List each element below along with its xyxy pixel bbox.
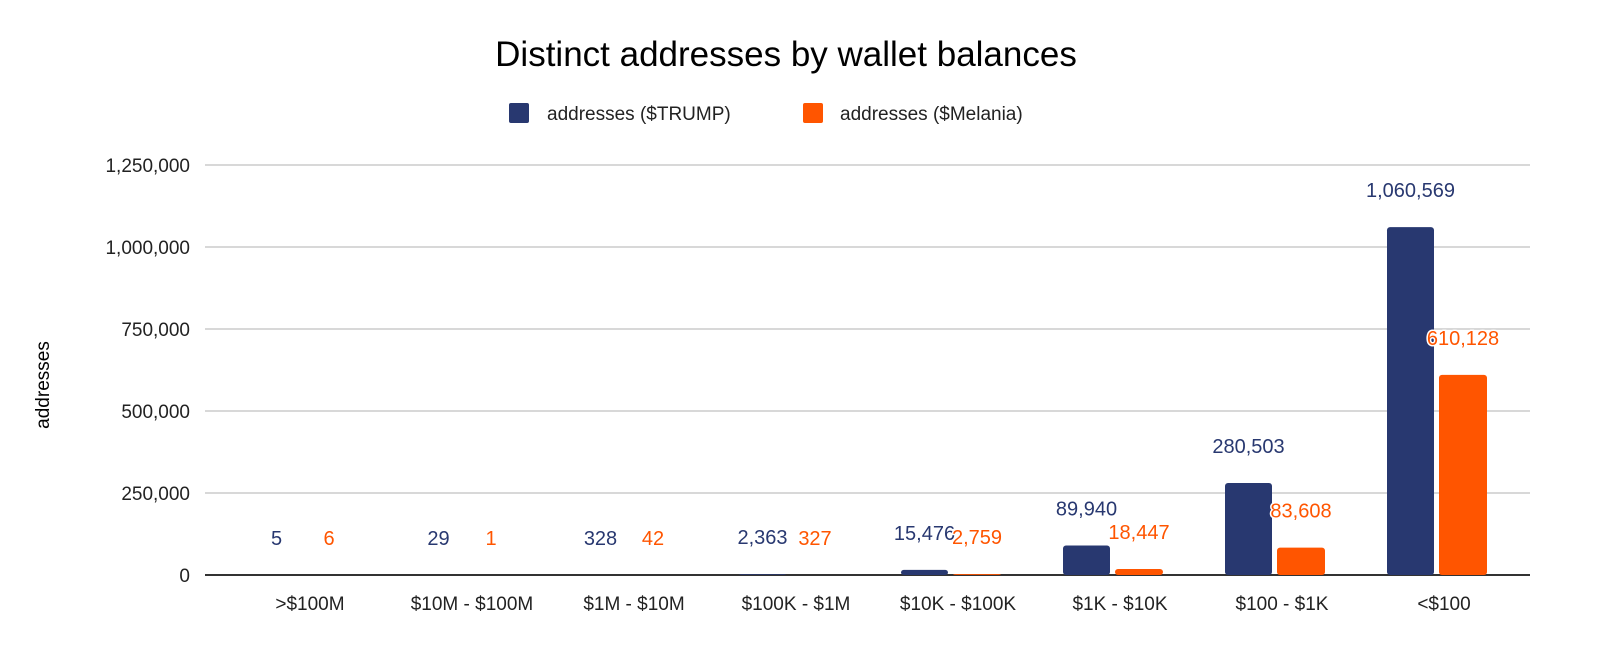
y-axis-label: addresses — [33, 341, 54, 429]
y-tick-label: 1,000,000 — [105, 238, 190, 259]
data-label-trump: 29 — [427, 528, 449, 550]
y-tick-label: 1,250,000 — [105, 156, 190, 177]
data-label-trump: 15,476 — [894, 523, 955, 545]
x-tick-label: >$100M — [275, 594, 344, 615]
data-label-trump: 5 — [271, 528, 282, 550]
y-tick-label: 250,000 — [121, 484, 190, 505]
legend-swatch-melania — [803, 103, 823, 123]
bar-trump — [1387, 227, 1434, 575]
bar-trump — [901, 569, 948, 575]
bar-melania — [1115, 568, 1163, 575]
x-tick-label: <$100 — [1417, 594, 1470, 615]
data-label-melania: 18,447 — [1108, 522, 1169, 544]
data-label-melania: 2,759 — [952, 527, 1002, 549]
data-label-melania: 42 — [642, 528, 664, 550]
y-tick-label: 0 — [179, 566, 190, 587]
legend-swatch-trump — [509, 103, 529, 123]
bar-trump — [1063, 545, 1110, 575]
data-label-trump: 89,940 — [1056, 498, 1117, 520]
x-tick-label: $100K - $1M — [742, 594, 851, 615]
x-tick-label: $1K - $10K — [1072, 594, 1167, 615]
bar-trump — [739, 574, 786, 575]
y-tick-label: 500,000 — [121, 402, 190, 423]
y-tick-label: 750,000 — [121, 320, 190, 341]
bar-trump — [1225, 482, 1272, 575]
data-label-trump: 328 — [584, 528, 617, 550]
data-label-melania: 83,608 — [1270, 501, 1331, 523]
data-label-trump: 1,060,569 — [1366, 180, 1455, 202]
data-label-melania: 327 — [798, 528, 831, 550]
data-label-trump: 2,363 — [737, 527, 787, 549]
data-label-melania: 6 — [323, 528, 334, 550]
data-label-melania: 1 — [485, 528, 496, 550]
bar-melania — [953, 574, 1001, 575]
x-tick-label: $10K - $100K — [900, 594, 1017, 615]
legend-label-melania: addresses ($Melania) — [840, 104, 1023, 125]
legend-label-trump: addresses ($TRUMP) — [547, 104, 731, 125]
bar-melania — [1439, 374, 1487, 575]
x-tick-label: $100 - $1K — [1236, 594, 1329, 615]
x-tick-label: $10M - $100M — [411, 594, 534, 615]
bar-melania — [1277, 547, 1325, 575]
chart-title: Distinct addresses by wallet balances — [495, 35, 1077, 74]
legend: addresses ($TRUMP) addresses ($Melania) — [509, 103, 1023, 125]
data-label-melania: 610,128 — [1427, 328, 1499, 350]
data-label-trump: 280,503 — [1212, 436, 1284, 458]
x-tick-label: $1M - $10M — [583, 594, 684, 615]
